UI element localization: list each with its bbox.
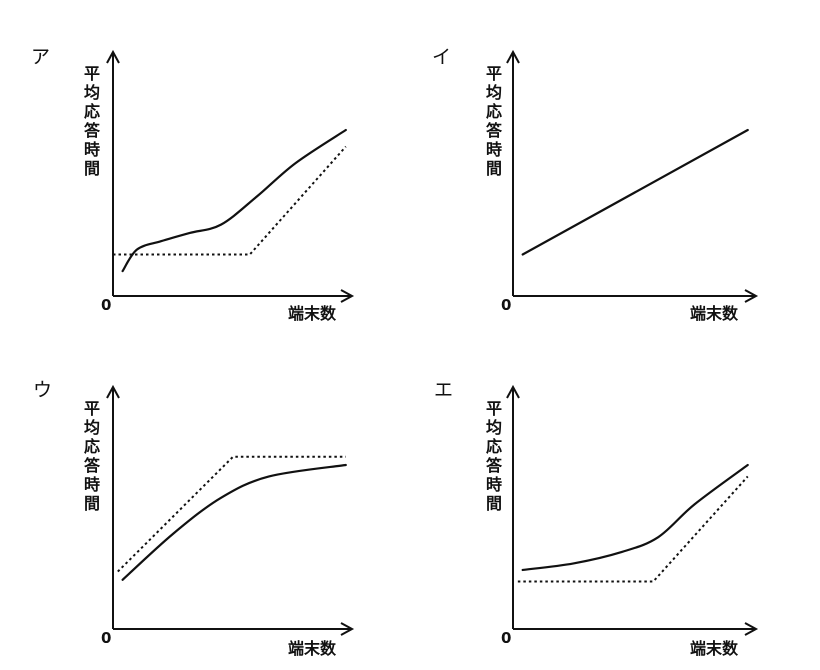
- x-axis-arrow: [340, 289, 355, 303]
- y-axis-arrow: [106, 49, 120, 64]
- dotted-series-line: [113, 145, 347, 256]
- plot-area: [106, 384, 355, 636]
- y-axis-label: 平均応答時間: [485, 64, 502, 178]
- chart-panel-e: エ 平均応答時間 0 端末数: [410, 335, 820, 670]
- origin-label: 0: [501, 296, 512, 314]
- panel-label: ウ: [33, 379, 53, 401]
- origin-label: 0: [501, 629, 512, 647]
- y-axis-arrow: [506, 49, 520, 64]
- x-axis-label: 端末数: [288, 639, 337, 658]
- dotted-series-line: [117, 455, 346, 573]
- solid-series-line: [121, 463, 347, 581]
- x-axis-arrow: [744, 622, 759, 636]
- x-axis-label: 端末数: [288, 304, 337, 323]
- plot-area: [506, 384, 759, 636]
- y-axis-arrow: [506, 384, 520, 399]
- panel-label: ア: [31, 46, 51, 68]
- solid-series-line: [521, 128, 749, 256]
- y-axis-label: 平均応答時間: [485, 399, 502, 513]
- x-axis-label: 端末数: [690, 639, 739, 658]
- chart-panel-a: ア 平均応答時間 0 端末数: [0, 0, 410, 335]
- origin-label: 0: [101, 296, 112, 314]
- x-axis-label: 端末数: [690, 304, 739, 323]
- solid-series-line: [521, 463, 749, 572]
- y-axis-arrow: [106, 384, 120, 399]
- solid-series-line: [121, 128, 347, 273]
- plot-area: [506, 49, 759, 303]
- x-axis-arrow: [340, 622, 355, 636]
- panel-label: エ: [434, 379, 454, 401]
- chart-panel-u: ウ 平均応答時間 0 端末数: [0, 335, 410, 670]
- x-axis-arrow: [744, 289, 759, 303]
- panel-label: イ: [432, 46, 452, 68]
- y-axis-label: 平均応答時間: [83, 399, 100, 513]
- chart-panel-i: イ 平均応答時間 0 端末数: [410, 0, 820, 335]
- y-axis-label: 平均応答時間: [83, 64, 100, 178]
- dotted-series-line: [517, 475, 749, 583]
- origin-label: 0: [101, 629, 112, 647]
- plot-area: [106, 49, 355, 303]
